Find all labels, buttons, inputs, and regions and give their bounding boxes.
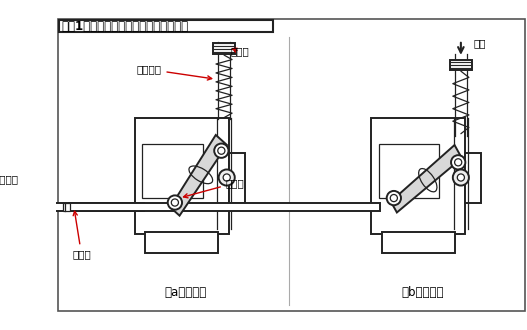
Bar: [135, 117, 229, 234]
Ellipse shape: [457, 174, 464, 181]
Ellipse shape: [391, 194, 397, 202]
Bar: [378, 145, 440, 198]
Polygon shape: [170, 135, 227, 215]
Ellipse shape: [223, 174, 230, 181]
Ellipse shape: [218, 147, 225, 154]
Ellipse shape: [171, 199, 179, 206]
Bar: [229, 153, 245, 203]
Text: レバー: レバー: [183, 178, 245, 198]
Bar: [213, 44, 235, 54]
Bar: [22, 185, 45, 197]
Polygon shape: [391, 145, 462, 213]
Bar: [58, 20, 273, 32]
Bar: [450, 59, 472, 70]
Text: 従動軸: 従動軸: [72, 211, 91, 259]
Bar: [465, 153, 482, 203]
Ellipse shape: [219, 170, 235, 185]
Text: （b）動作後: （b）動作後: [401, 286, 444, 299]
Ellipse shape: [451, 155, 465, 170]
Bar: [382, 232, 455, 253]
Bar: [70, 203, 143, 212]
Ellipse shape: [387, 191, 401, 205]
Bar: [145, 232, 218, 253]
Ellipse shape: [214, 144, 229, 158]
Bar: [52, 203, 380, 212]
Ellipse shape: [455, 159, 462, 166]
Ellipse shape: [453, 170, 469, 185]
Bar: [372, 117, 465, 234]
Bar: [45, 203, 53, 211]
Text: 往復運動: 往復運動: [0, 174, 18, 184]
Text: 【図1】レバーを用いた運動の方向変換: 【図1】レバーを用いた運動の方向変換: [61, 19, 189, 33]
Text: 駆動軸: 駆動軸: [230, 47, 249, 56]
Text: 戻しばね: 戻しばね: [136, 64, 212, 80]
Ellipse shape: [168, 195, 182, 210]
Bar: [63, 203, 70, 211]
Text: 押す: 押す: [473, 39, 486, 49]
Bar: [142, 145, 202, 198]
Text: （a）動作前: （a）動作前: [164, 286, 207, 299]
